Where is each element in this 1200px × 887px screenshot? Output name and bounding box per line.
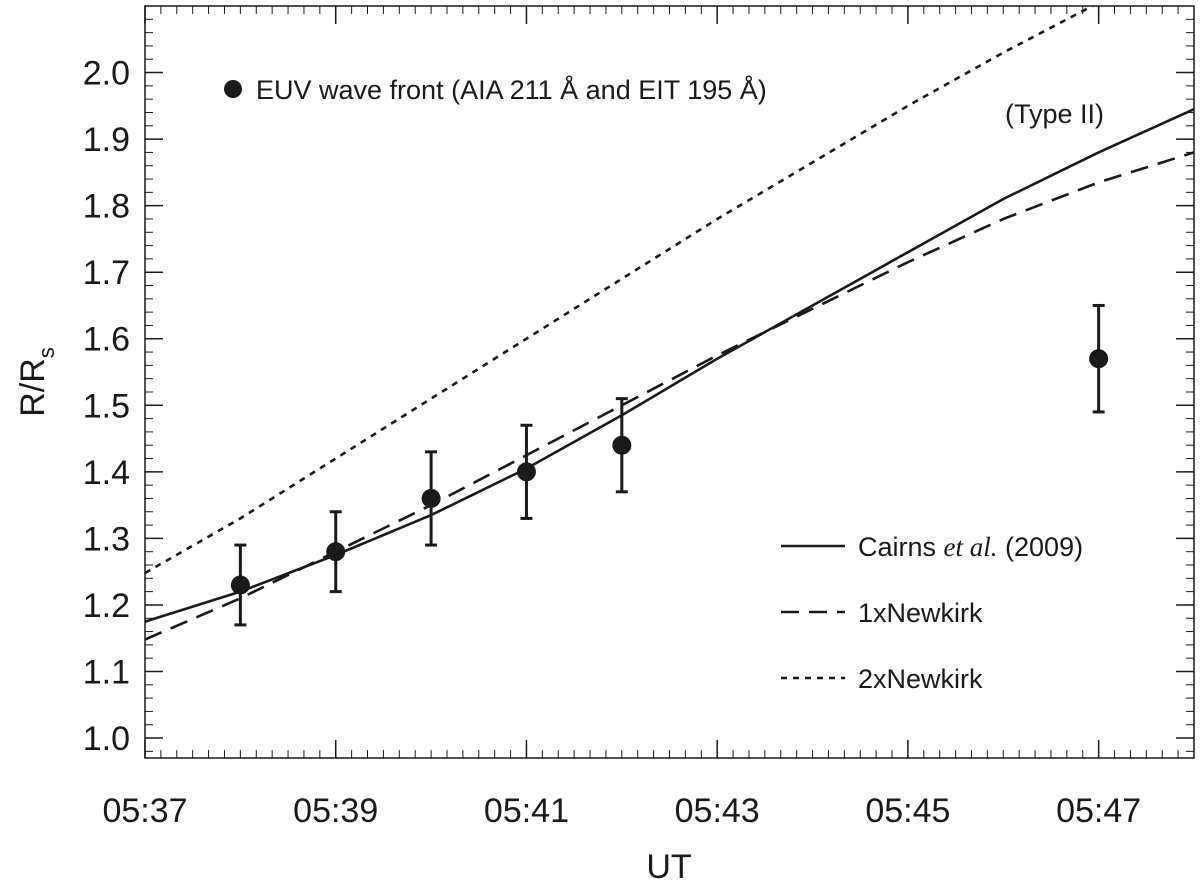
y-axis-title: R/Rs — [14, 347, 59, 417]
major-ticks — [144, 6, 1194, 758]
x-tick-labels: 05:37 05:39 05:41 05:43 05:45 05:47 — [102, 792, 1141, 830]
x-tick-label: 05:39 — [293, 792, 378, 830]
y-tick-label: 1.2 — [83, 587, 130, 625]
x-tick-label: 05:41 — [484, 792, 569, 830]
series-lines — [145, 6, 1194, 641]
y-tick-label: 1.0 — [83, 720, 130, 758]
data-point — [326, 542, 346, 562]
data-point — [230, 575, 250, 595]
legend-label-part: 1xNewkirk — [858, 598, 983, 628]
series-line-3 — [145, 6, 1096, 575]
points-legend-label: EUV wave front (AIA 211 Å and EIT 195 Å) — [256, 74, 767, 105]
legend-label-part: (2009) — [998, 532, 1084, 562]
legend-label-part: et al. — [944, 532, 998, 562]
y-tick-label: 1.4 — [83, 454, 130, 492]
data-point — [516, 462, 536, 482]
series-legend: Cairns et al. (2009) 1xNewkirk 2xNewkirk — [781, 532, 1083, 694]
y-tick-label: 1.3 — [83, 520, 130, 558]
x-tick-label: 05:45 — [865, 792, 950, 830]
x-axis-title: UT — [646, 848, 691, 886]
legend-label-part: 2xNewkirk — [858, 664, 983, 694]
y-tick-label: 2.0 — [83, 55, 130, 93]
x-tick-label: 05:47 — [1056, 792, 1141, 830]
y-tick-label: 1.8 — [83, 188, 130, 226]
y-tick-label: 1.9 — [83, 121, 130, 159]
y-axis-title-subscript: s — [34, 347, 59, 358]
y-tick-label: 1.5 — [83, 387, 130, 425]
points-legend-marker — [224, 80, 242, 98]
legend-label-2: 1xNewkirk — [858, 598, 983, 628]
y-axis-title-main: R/R — [14, 358, 52, 417]
legend-label-part: Cairns — [858, 532, 944, 562]
series-line-1 — [145, 108, 1194, 623]
x-tick-label: 05:37 — [102, 792, 187, 830]
data-point — [421, 488, 441, 508]
legend-label-3: 2xNewkirk — [858, 664, 983, 694]
y-tick-label: 1.6 — [83, 321, 130, 359]
x-tick-label: 05:43 — [675, 792, 760, 830]
type-ii-annotation: (Type II) — [1005, 99, 1104, 129]
data-points — [230, 303, 1109, 627]
data-point — [612, 435, 632, 455]
data-point — [1089, 349, 1109, 369]
legend-label-1: Cairns et al. (2009) — [858, 532, 1083, 562]
y-tick-labels: 1.0 1.1 1.2 1.3 1.4 1.5 1.6 1.7 1.8 1.9 2.0 — [83, 55, 130, 758]
minor-ticks — [144, 5, 1195, 758]
y-tick-label: 1.7 — [83, 254, 130, 292]
y-tick-label: 1.1 — [83, 653, 130, 691]
